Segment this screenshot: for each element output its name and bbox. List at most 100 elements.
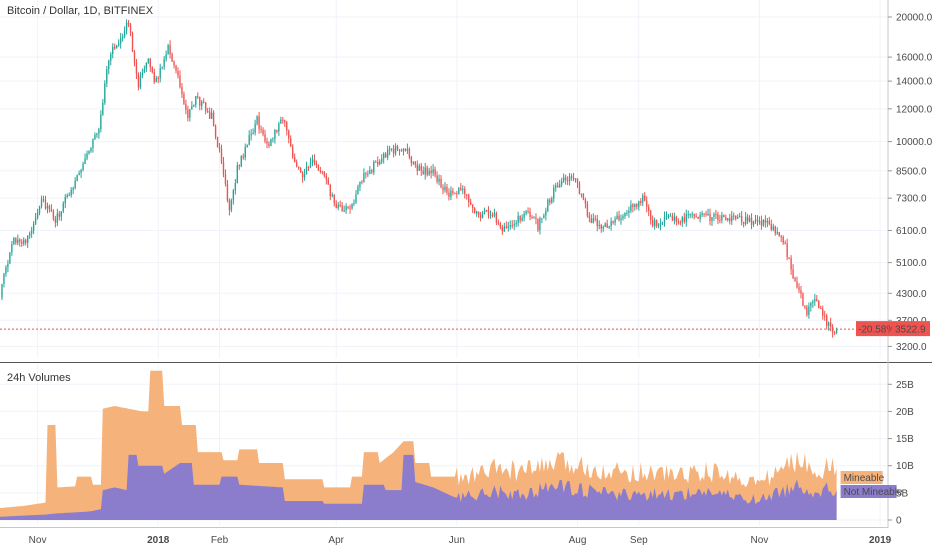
candle-body [264, 134, 266, 142]
candle-body [750, 218, 753, 225]
candle-body [725, 217, 727, 221]
candle-body [195, 95, 197, 105]
candle-body [159, 67, 161, 79]
candle-body [731, 215, 733, 222]
candle-body [88, 151, 90, 154]
candle-body [157, 77, 159, 79]
candle-body [833, 332, 836, 334]
candle-body [7, 263, 9, 268]
candle-body [248, 135, 250, 145]
candle-body [533, 217, 535, 219]
volume-areas-group[interactable] [0, 370, 837, 520]
candle-body [752, 221, 755, 225]
candle-body [72, 187, 74, 190]
candle-body [792, 269, 794, 279]
candle-body [675, 216, 678, 222]
candle-body [729, 218, 731, 222]
candles-group[interactable] [1, 19, 838, 338]
candle-body [284, 120, 286, 123]
candle-body [141, 72, 144, 76]
candle-body [175, 65, 177, 71]
candle-body [214, 125, 217, 138]
candle-body [697, 217, 699, 219]
candle-body [501, 227, 504, 232]
price-tick-label: 20000.0 [896, 12, 932, 23]
candle-body [193, 104, 195, 107]
volume-axis[interactable]: 0 5B 10B 15B 20B 25B [888, 380, 914, 527]
volume-tick-label: 10B [896, 461, 914, 472]
candle-body [25, 239, 27, 243]
candle-body [564, 177, 567, 180]
candle-body [634, 204, 636, 208]
candle-body [766, 220, 769, 223]
candle-body [606, 223, 608, 228]
candle-body [448, 192, 450, 197]
candle-body [272, 138, 274, 140]
candle-body [127, 22, 130, 25]
candle-body [517, 215, 519, 223]
candle-body [246, 144, 248, 148]
candle-body [820, 308, 822, 310]
candle-body [681, 217, 684, 223]
time-axis[interactable]: Nov 2018 Feb Apr Jun Aug Sep Nov 2019 [0, 527, 892, 547]
price-chart-title: Bitcoin / Dollar, 1D, BITFINEX [7, 5, 154, 17]
candle-body [768, 220, 771, 225]
candle-body [82, 163, 84, 170]
candle-body [62, 203, 64, 212]
candle-body [274, 129, 276, 139]
candle-body [778, 232, 780, 237]
candle-body [408, 148, 411, 158]
candle-body [784, 242, 786, 244]
price-axis[interactable]: 3200.03700.04300.05100.06100.07300.08500… [888, 0, 932, 362]
candle-body [723, 215, 725, 218]
candle-body [21, 241, 23, 244]
candle-body [309, 162, 312, 167]
candle-body [776, 232, 778, 234]
candle-body [295, 162, 298, 167]
candle-body [780, 236, 782, 238]
candle-body [402, 148, 405, 152]
volume-tick-label: 25B [896, 380, 914, 391]
volume-legend: Mineable Not Mineable [840, 471, 903, 498]
price-tick-label: 3200.0 [896, 342, 927, 353]
candle-body [234, 183, 237, 191]
candle-body [814, 299, 816, 302]
candle-body [804, 305, 806, 308]
candle-body [592, 218, 595, 224]
candle-body [507, 226, 509, 229]
candle-body [331, 194, 333, 197]
candle-body [204, 102, 207, 112]
candle-body [100, 114, 102, 129]
candle-body [495, 213, 498, 223]
candle-body [452, 190, 454, 194]
candle-body [479, 214, 482, 218]
candle-body [382, 153, 385, 159]
candle-body [94, 134, 96, 140]
candle-body [278, 123, 280, 132]
volume-tick-label: 5B [896, 488, 909, 499]
candle-body [422, 170, 424, 175]
candle-body [151, 67, 153, 73]
candle-body [464, 188, 466, 195]
candle-body [432, 169, 434, 174]
candle-body [64, 196, 66, 204]
candle-body [738, 216, 741, 218]
candle-body [129, 24, 132, 34]
candle-body [628, 211, 630, 213]
candle-body [280, 119, 282, 124]
candle-body [511, 225, 513, 227]
candle-body [135, 62, 138, 74]
candle-body [203, 101, 205, 103]
candle-body [216, 137, 219, 148]
candle-body [117, 43, 120, 46]
candle-body [133, 51, 136, 63]
time-tick-label: Aug [569, 535, 587, 546]
candle-body [5, 267, 7, 274]
candle-body [566, 179, 569, 181]
candle-body [525, 211, 527, 214]
candle-body [189, 109, 191, 118]
candle-body [139, 75, 142, 88]
candle-body [733, 215, 735, 217]
candle-body [572, 177, 575, 180]
